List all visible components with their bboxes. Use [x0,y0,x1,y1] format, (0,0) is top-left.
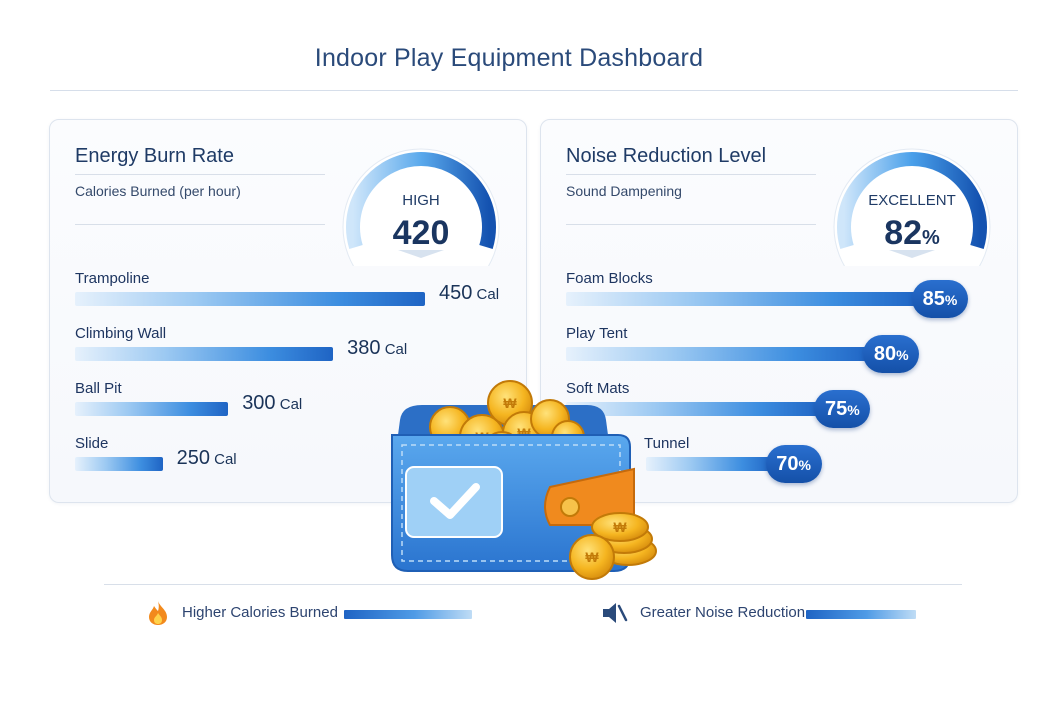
flame-icon [149,601,167,625]
legend-calories-bar [344,610,472,619]
title-divider [50,90,1018,91]
pct-badge-number-soft-mats: 75 [825,398,848,420]
pct-badge-soft-mats: 75% [814,390,871,428]
wallet-with-coins-icon: ₩₩₩ ₩₩ [391,380,657,580]
bar-value-unit-ball-pit: Cal [275,396,303,413]
bar-value-number-trampoline: 450 [439,282,473,304]
energy-subtitle-divider [75,224,325,225]
bar-row-climbing-wall: Climbing Wall 380 Cal [75,325,515,365]
bar-row-trampoline: Trampoline 450 Cal [75,270,515,310]
pct-badge-unit-foam-blocks: % [944,292,958,308]
noise-subtitle-divider [566,224,816,225]
bar-value-ball-pit: 300 Cal [242,392,302,415]
bar-label-trampoline: Trampoline [75,270,150,287]
noise-gauge: EXCELLENT 82% [831,146,993,266]
energy-panel-subtitle: Calories Burned (per hour) [75,183,241,199]
bar-value-climbing-wall: 380 Cal [347,337,407,360]
energy-burn-panel: Energy Burn Rate Calories Burned (per ho… [49,119,527,503]
pct-badge-unit-tunnel: % [798,457,811,473]
energy-title-divider [75,174,325,175]
page-title: Indoor Play Equipment Dashboard [314,44,704,72]
bar-label-ball-pit: Ball Pit [75,380,122,397]
energy-gauge-label: HIGH [402,192,440,209]
bar-label-foam-blocks: Foam Blocks [566,270,653,287]
bar-label-soft-mats: Soft Mats [566,380,630,397]
bar-value-unit-slide: Cal [209,451,237,468]
bar-value-number-ball-pit: 300 [242,392,276,414]
svg-text:₩: ₩ [503,395,517,411]
noise-panel-subtitle: Sound Dampening [566,183,682,199]
legend-calories: Higher Calories Burned [146,600,476,626]
bar-slide [75,457,163,471]
pct-badge-unit-soft-mats: % [847,402,860,418]
bar-value-trampoline: 450 Cal [439,282,499,305]
bar-row-play-tent: Play Tent 80% [566,325,1006,373]
noise-gauge-label: EXCELLENT [868,192,956,209]
legend-noise-bar [806,610,916,619]
pct-badge-number-foam-blocks: 85 [922,288,945,310]
pct-badge-play-tent: 80% [863,335,920,373]
energy-gauge-value: 420 [392,214,450,252]
bar-tunnel [646,457,774,471]
noise-gauge-arc-icon [833,148,991,266]
energy-gauge-arc-icon [342,148,500,266]
bar-climbing-wall [75,347,334,361]
energy-gauge: HIGH 420 [340,146,502,266]
bar-label-climbing-wall: Climbing Wall [75,325,167,342]
muted-speaker-icon [603,603,628,623]
energy-panel-title: Energy Burn Rate [75,145,234,167]
legend-noise-label: Greater Noise Reduction [640,604,806,621]
pct-badge-tunnel: 70% [765,445,822,483]
bar-label-slide: Slide [75,435,109,452]
pct-badge-number-tunnel: 70 [776,453,799,475]
bar-play-tent [566,347,872,361]
bar-ball-pit [75,402,229,416]
bar-value-unit-climbing-wall: Cal [380,341,408,358]
pct-badge-number-play-tent: 80 [873,343,897,365]
bar-label-play-tent: Play Tent [566,325,628,342]
bar-value-number-slide: 250 [176,447,210,469]
svg-text:₩: ₩ [585,549,599,565]
legend-divider [104,584,962,585]
bar-value-unit-trampoline: Cal [472,286,500,303]
noise-title-divider [566,174,816,175]
bar-row-foam-blocks: Foam Blocks 85% [566,270,1006,318]
pct-badge-foam-blocks: 85% [912,280,968,318]
bar-row-soft-mats: Soft Mats 75% [566,380,1006,428]
bar-soft-mats [566,402,823,416]
bar-label-tunnel: Tunnel [644,435,690,452]
bar-row-slide: Slide 250 Cal [75,435,515,475]
noise-gauge-value: 82% [884,214,940,252]
legend-calories-label: Higher Calories Burned [182,604,338,621]
noise-panel-title: Noise Reduction Level [566,145,767,167]
bar-trampoline [75,292,425,306]
bar-value-slide: 250 Cal [177,447,237,470]
bar-foam-blocks [566,292,920,306]
bar-row-ball-pit: Ball Pit 300 Cal [75,380,515,420]
svg-text:₩: ₩ [613,519,627,535]
bar-row-tunnel: Tunnel 70% [566,435,1006,483]
pct-badge-unit-play-tent: % [896,347,909,363]
bar-value-number-climbing-wall: 380 [347,337,381,359]
legend-noise: Greater Noise Reduction [600,600,920,626]
